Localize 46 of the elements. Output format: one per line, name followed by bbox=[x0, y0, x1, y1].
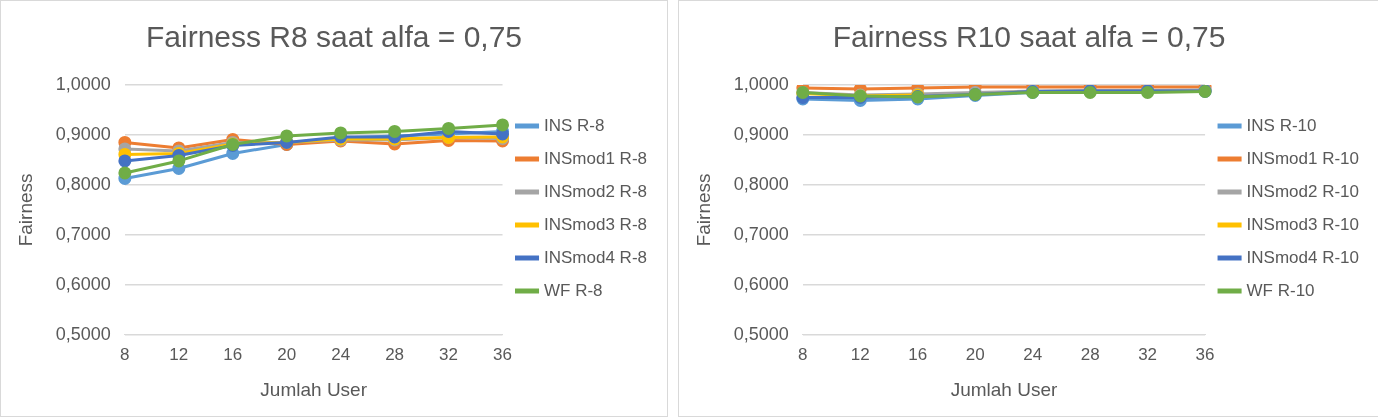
x-axis-title: Jumlah User bbox=[260, 378, 368, 400]
legend-label: INSmod3 R-10 bbox=[1246, 214, 1359, 234]
legend-label: INS R-10 bbox=[1246, 115, 1317, 135]
y-axis-title: Fairness bbox=[14, 173, 36, 247]
legend-label: INSmod1 R-8 bbox=[544, 148, 647, 168]
y-tick-label: 0,5000 bbox=[55, 323, 111, 344]
y-tick-label: 0,7000 bbox=[733, 223, 789, 244]
legend-label: INSmod3 R-8 bbox=[544, 214, 647, 234]
y-tick-label: 0,8000 bbox=[733, 173, 789, 194]
legend-label: INSmod4 R-8 bbox=[544, 247, 647, 267]
legend-label: INSmod2 R-8 bbox=[544, 181, 647, 201]
x-tick-label: 24 bbox=[331, 344, 351, 364]
chart-title: Fairness R8 saat alfa = 0,75 bbox=[145, 20, 523, 54]
x-tick-label: 28 bbox=[385, 344, 405, 364]
chart-title: Fairness R10 saat alfa = 0,75 bbox=[832, 20, 1226, 54]
y-tick-label: 0,6000 bbox=[733, 273, 789, 294]
legend-label: INSmod4 R-10 bbox=[1246, 247, 1359, 267]
x-tick-label: 16 bbox=[908, 344, 928, 364]
x-tick-label: 32 bbox=[439, 344, 459, 364]
x-tick-label: 24 bbox=[1023, 344, 1043, 364]
x-tick-label: 12 bbox=[850, 344, 870, 364]
x-tick-label: 28 bbox=[1080, 344, 1100, 364]
x-tick-label: 8 bbox=[798, 344, 808, 364]
x-tick-label: 32 bbox=[1138, 344, 1158, 364]
legend-label: INSmod2 R-10 bbox=[1246, 181, 1359, 201]
legend-label: WF R-8 bbox=[544, 280, 603, 300]
y-tick-label: 0,9000 bbox=[55, 123, 111, 144]
x-tick-label: 20 bbox=[965, 344, 985, 364]
y-tick-label: 0,9000 bbox=[733, 123, 789, 144]
y-tick-label: 1,0000 bbox=[55, 73, 111, 94]
y-tick-label: 0,7000 bbox=[55, 223, 111, 244]
legend-label: WF R-10 bbox=[1246, 280, 1315, 300]
legend-label: INS R-8 bbox=[544, 115, 605, 135]
x-tick-label: 8 bbox=[120, 344, 130, 364]
x-tick-label: 36 bbox=[1195, 344, 1215, 364]
x-tick-label: 36 bbox=[493, 344, 512, 364]
y-tick-label: 0,6000 bbox=[55, 273, 111, 294]
x-axis-title: Jumlah User bbox=[950, 378, 1058, 400]
y-axis-title: Fairness bbox=[692, 173, 714, 247]
x-tick-label: 12 bbox=[169, 344, 189, 364]
y-tick-label: 1,0000 bbox=[733, 73, 789, 94]
x-tick-label: 20 bbox=[277, 344, 297, 364]
x-tick-label: 16 bbox=[223, 344, 243, 364]
y-tick-label: 0,8000 bbox=[55, 173, 111, 194]
y-tick-label: 0,5000 bbox=[733, 323, 789, 344]
legend-label: INSmod1 R-10 bbox=[1246, 148, 1359, 168]
